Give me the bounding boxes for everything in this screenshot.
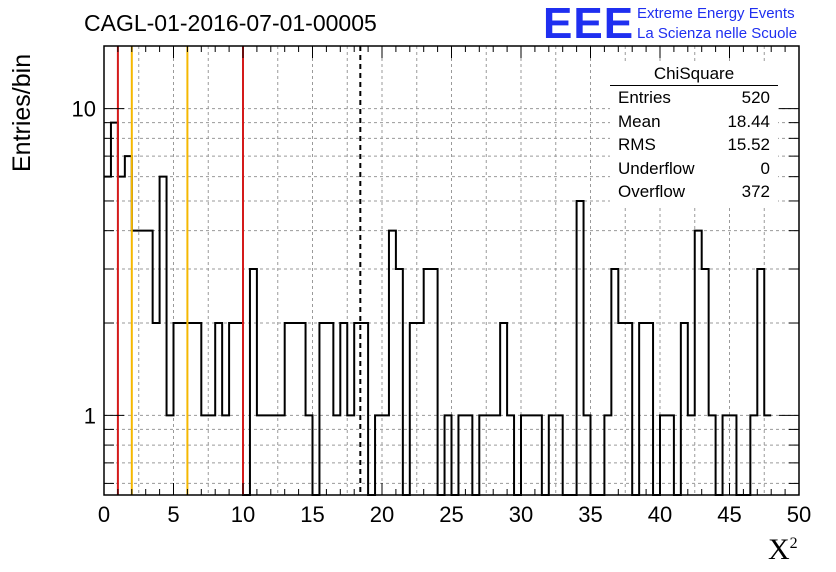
x-tick-label: 35 [578,502,602,527]
stats-label: Underflow [618,158,695,178]
stats-box: ChiSquare Entries 520 Mean 18.44 RMS 15.52 Und… [610,64,778,204]
stats-row-rms: RMS 15.52 [610,133,778,157]
x-tick-label: 40 [648,502,672,527]
stats-value: 0 [760,158,770,178]
x-tick-label: 5 [167,502,179,527]
x-axis-label: X2 [768,533,798,567]
x-tick-label: 15 [300,502,324,527]
logo-line-1: Extreme Energy Events [637,5,795,22]
stats-value: 372 [741,182,770,201]
x-tick-label: 50 [787,502,811,527]
stats-row-underflow: Underflow 0 [610,157,778,181]
stats-label: RMS [618,135,656,154]
stats-row-overflow: Overflow 372 [610,180,778,204]
y-tick-label: 1 [84,403,96,428]
stats-box-background [610,64,778,206]
stats-value: 18.44 [727,111,770,131]
x-axis-label-text: X [768,533,790,566]
stats-label: Entries [618,88,671,107]
stats-box-title: ChiSquare [610,64,778,86]
histogram-title: CAGL-01-2016-07-01-00005 [84,10,377,36]
stats-row-mean: Mean 18.44 [610,110,778,134]
x-tick-label: 20 [370,502,394,527]
y-tick-label: 10 [72,97,96,122]
eee-logo: EEE [543,0,635,48]
x-axis-label-sup: 2 [789,535,798,552]
histogram-line [104,121,772,496]
x-tick-label: 30 [509,502,533,527]
x-tick-label: 25 [439,502,463,527]
stats-value: 520 [741,88,770,107]
stats-row-entries: Entries 520 [610,86,778,110]
stats-value: 15.52 [727,135,770,154]
x-tick-label: 10 [231,502,255,527]
x-tick-label: 45 [717,502,741,527]
stats-rows: Entries 520 Mean 18.44 RMS 15.52 Underflow 0 Ove… [610,86,778,204]
logo-text: Extreme Energy Events La Scienza nelle S… [637,4,797,44]
logo-line-2: La Scienza nelle Scuole [637,25,798,42]
stats-label: Overflow [618,182,686,201]
x-tick-label: 0 [98,502,110,527]
stats-label: Mean [618,111,661,131]
